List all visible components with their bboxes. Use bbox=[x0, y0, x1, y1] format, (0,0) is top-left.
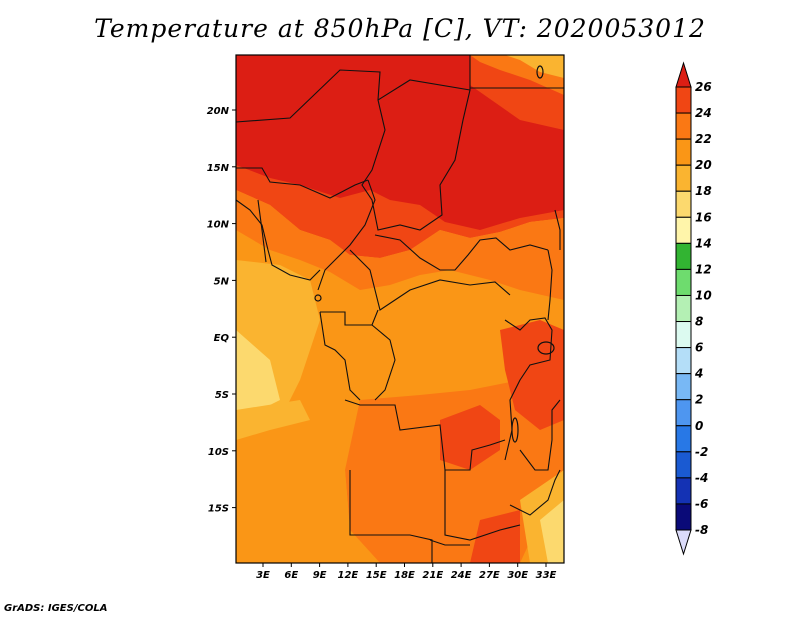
colorbar-label: 24 bbox=[695, 106, 712, 120]
colorbar-label: 16 bbox=[695, 210, 712, 224]
colorbar-label: -2 bbox=[695, 445, 708, 459]
colorbar-segment bbox=[675, 242, 692, 270]
lat-label: 5S bbox=[215, 390, 229, 401]
colorbar-segment bbox=[675, 451, 692, 479]
map-frame bbox=[235, 54, 565, 564]
lon-label: 15E bbox=[366, 570, 387, 581]
colorbar-bottom-arrow bbox=[675, 529, 692, 556]
colorbar-label: 18 bbox=[695, 184, 712, 198]
colorbar-segment bbox=[675, 294, 692, 323]
colorbar-label: 26 bbox=[695, 80, 712, 94]
colorbar-label: -6 bbox=[695, 497, 708, 511]
lon-label: 6E bbox=[284, 570, 298, 581]
colorbar-label: 6 bbox=[695, 341, 703, 355]
colorbar-segment bbox=[675, 425, 692, 453]
lon-label: 12E bbox=[338, 570, 359, 581]
lat-label: 10N bbox=[207, 220, 230, 231]
colorbar-label: 22 bbox=[695, 132, 712, 146]
lon-label: 18E bbox=[394, 570, 415, 581]
colorbar-segment bbox=[675, 399, 692, 427]
colorbar-label: 4 bbox=[694, 367, 703, 381]
lon-label: 21E bbox=[422, 570, 443, 581]
lat-label: 5N bbox=[214, 276, 230, 287]
colorbar-segment bbox=[675, 190, 692, 218]
footer-credit: GrADS: IGES/COLA bbox=[4, 603, 108, 614]
lon-label: 24E bbox=[451, 570, 472, 581]
latitude-axis: 20N 15N 10N 5N EQ 5S 10S 15S bbox=[207, 106, 236, 515]
colorbar-top-arrow bbox=[675, 61, 692, 88]
colorbar-segment bbox=[675, 112, 692, 140]
lon-label: 27E bbox=[479, 570, 500, 581]
colorbar-segment bbox=[675, 164, 692, 192]
lon-label: 33E bbox=[536, 570, 557, 581]
lake-outlines bbox=[314, 65, 555, 443]
colorbar-label: 10 bbox=[695, 288, 712, 302]
lat-label: 15S bbox=[208, 504, 229, 515]
colorbar-segment bbox=[675, 347, 692, 375]
map-field bbox=[236, 55, 564, 563]
lon-label: 9E bbox=[313, 570, 327, 581]
colorbar-label: 14 bbox=[695, 236, 712, 250]
lat-label: 20N bbox=[207, 106, 230, 117]
lat-label: 10S bbox=[208, 447, 229, 458]
colorbar-label: 20 bbox=[695, 158, 712, 172]
lon-label: 30E bbox=[507, 570, 528, 581]
longitude-axis: 3E 6E 9E 12E 15E 18E 21E 24E 27E 30E 33E bbox=[256, 563, 557, 581]
colorbar-segment bbox=[675, 373, 692, 401]
colorbar-segment bbox=[675, 138, 692, 166]
colorbar-label: 12 bbox=[695, 262, 712, 276]
lat-label: EQ bbox=[214, 333, 230, 344]
colorbar-segment bbox=[675, 321, 692, 349]
country-borders bbox=[235, 55, 564, 563]
colorbar-label: 2 bbox=[695, 393, 703, 407]
colorbar-label: -4 bbox=[695, 471, 708, 485]
colorbar-segment bbox=[675, 268, 692, 296]
colorbar-label: 0 bbox=[695, 419, 703, 433]
map-title: Temperature at 850hPa [C], VT: 202005301… bbox=[94, 14, 706, 43]
colorbar-label: -8 bbox=[695, 523, 708, 537]
lat-label: 15N bbox=[207, 163, 230, 174]
colorbar-segment bbox=[675, 216, 692, 244]
colorbar-segment bbox=[675, 477, 692, 505]
colorbar-segment bbox=[675, 503, 692, 531]
colorbar-segment bbox=[675, 86, 692, 114]
colorbar-label: 8 bbox=[695, 315, 703, 329]
lon-label: 3E bbox=[256, 570, 270, 581]
